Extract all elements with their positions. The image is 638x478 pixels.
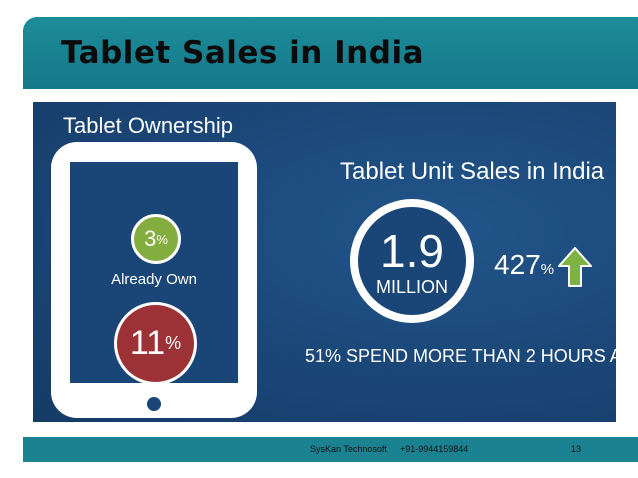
growth-unit: %	[540, 261, 555, 278]
already-own-label: Already Own	[111, 271, 197, 288]
already-own-circle: 3%	[131, 214, 181, 264]
slide-title: Tablet Sales in India	[61, 35, 424, 71]
units-value: 1.9	[380, 225, 444, 277]
title-bar: Tablet Sales in India	[23, 17, 638, 89]
infographic-panel: Tablet Ownership 3% Already Own 11% Inte…	[33, 102, 638, 422]
intend-to-buy-value: 11	[129, 324, 166, 362]
tablet-screen: 3% Already Own 11% Intend to buy in 3 mo…	[70, 162, 238, 407]
footer-bar: SysKan Technosoft +91-9944159844 13	[23, 437, 638, 462]
footer-phone: +91-9944159844	[400, 444, 469, 454]
already-own-value: 3	[144, 226, 157, 251]
units-circle: 1.9 MILLION	[350, 199, 474, 323]
footer-company: SysKan Technosoft	[310, 444, 387, 454]
units-unit: MILLION	[375, 277, 449, 297]
growth-value: 427	[494, 249, 541, 280]
arrow-up-icon	[558, 247, 592, 287]
ownership-heading: Tablet Ownership	[63, 113, 233, 138]
intend-to-buy-circle: 11%	[114, 302, 197, 385]
intend-to-buy-unit: %	[165, 333, 182, 353]
sales-heading: Tablet Unit Sales in India	[340, 158, 605, 185]
page-number: 13	[571, 444, 582, 454]
already-own-unit: %	[156, 231, 168, 247]
units-circle-inner: 1.9 MILLION	[358, 207, 466, 315]
growth-figure: 427%	[494, 249, 554, 281]
spend-note: 51% SPEND MORE THAN 2 HOURS A DAY	[305, 346, 638, 366]
tablet-illustration: 3% Already Own 11% Intend to buy in 3 mo…	[51, 142, 257, 418]
tablet-home-button	[147, 397, 161, 411]
